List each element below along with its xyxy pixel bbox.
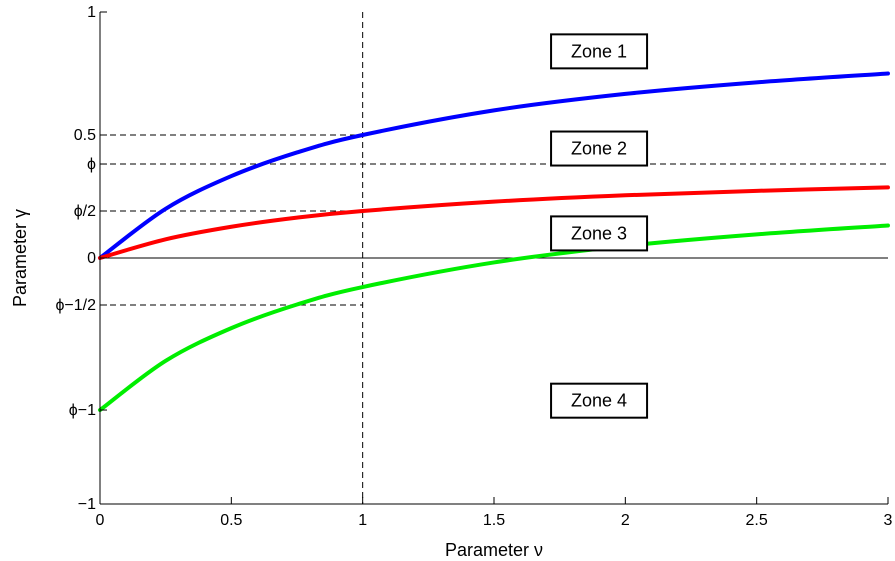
zone-box-2 (550, 130, 649, 167)
y-tick-label: 0.5 (74, 127, 96, 144)
reference-lines (100, 12, 888, 504)
y-axis-title: Parameter γ (10, 209, 30, 307)
zone-label-2: Zone 2 (571, 139, 627, 159)
axes-layer: 0 0.5 1 1.5 2 2.5 3 1 0.5 ϕ ϕ/2 0 ϕ−1/2 ϕ−1 −1 (55, 4, 892, 529)
series-line-3 (98, 223, 890, 413)
zone-label-4: Zone 4 (571, 391, 627, 411)
series-line-1 (98, 71, 890, 260)
zone-label-1: Zone 1 (571, 41, 627, 61)
x-axis-title: Parameter ν (445, 540, 543, 560)
y-tick-label: ϕ−1/2 (55, 297, 96, 314)
series-layer (98, 71, 890, 413)
y-tick-label: ϕ (87, 156, 96, 173)
zone-label-3: Zone 3 (571, 223, 627, 243)
y-tick-label: −1 (78, 496, 96, 513)
y-tick-label: 0 (87, 250, 96, 267)
y-tick-label: ϕ/2 (74, 203, 96, 220)
x-tick-label: 2 (621, 512, 630, 529)
series-line-2 (98, 185, 890, 260)
zone-box-1 (550, 33, 649, 70)
y-tick-label: ϕ−1 (69, 402, 96, 419)
x-tick-label: 3 (884, 512, 893, 529)
zone-box-3 (550, 215, 649, 252)
x-tick-label: 1 (358, 512, 367, 529)
x-tick-label: 0 (96, 512, 105, 529)
zones-layer: Zone 1 Zone 2 Zone 3 Zone 4 (550, 33, 649, 419)
x-tick-label: 2.5 (746, 512, 768, 529)
x-tick-label: 0.5 (220, 512, 242, 529)
x-tick-label: 1.5 (483, 512, 505, 529)
y-tick-label: 1 (87, 4, 96, 21)
zone-box-4 (550, 382, 649, 419)
